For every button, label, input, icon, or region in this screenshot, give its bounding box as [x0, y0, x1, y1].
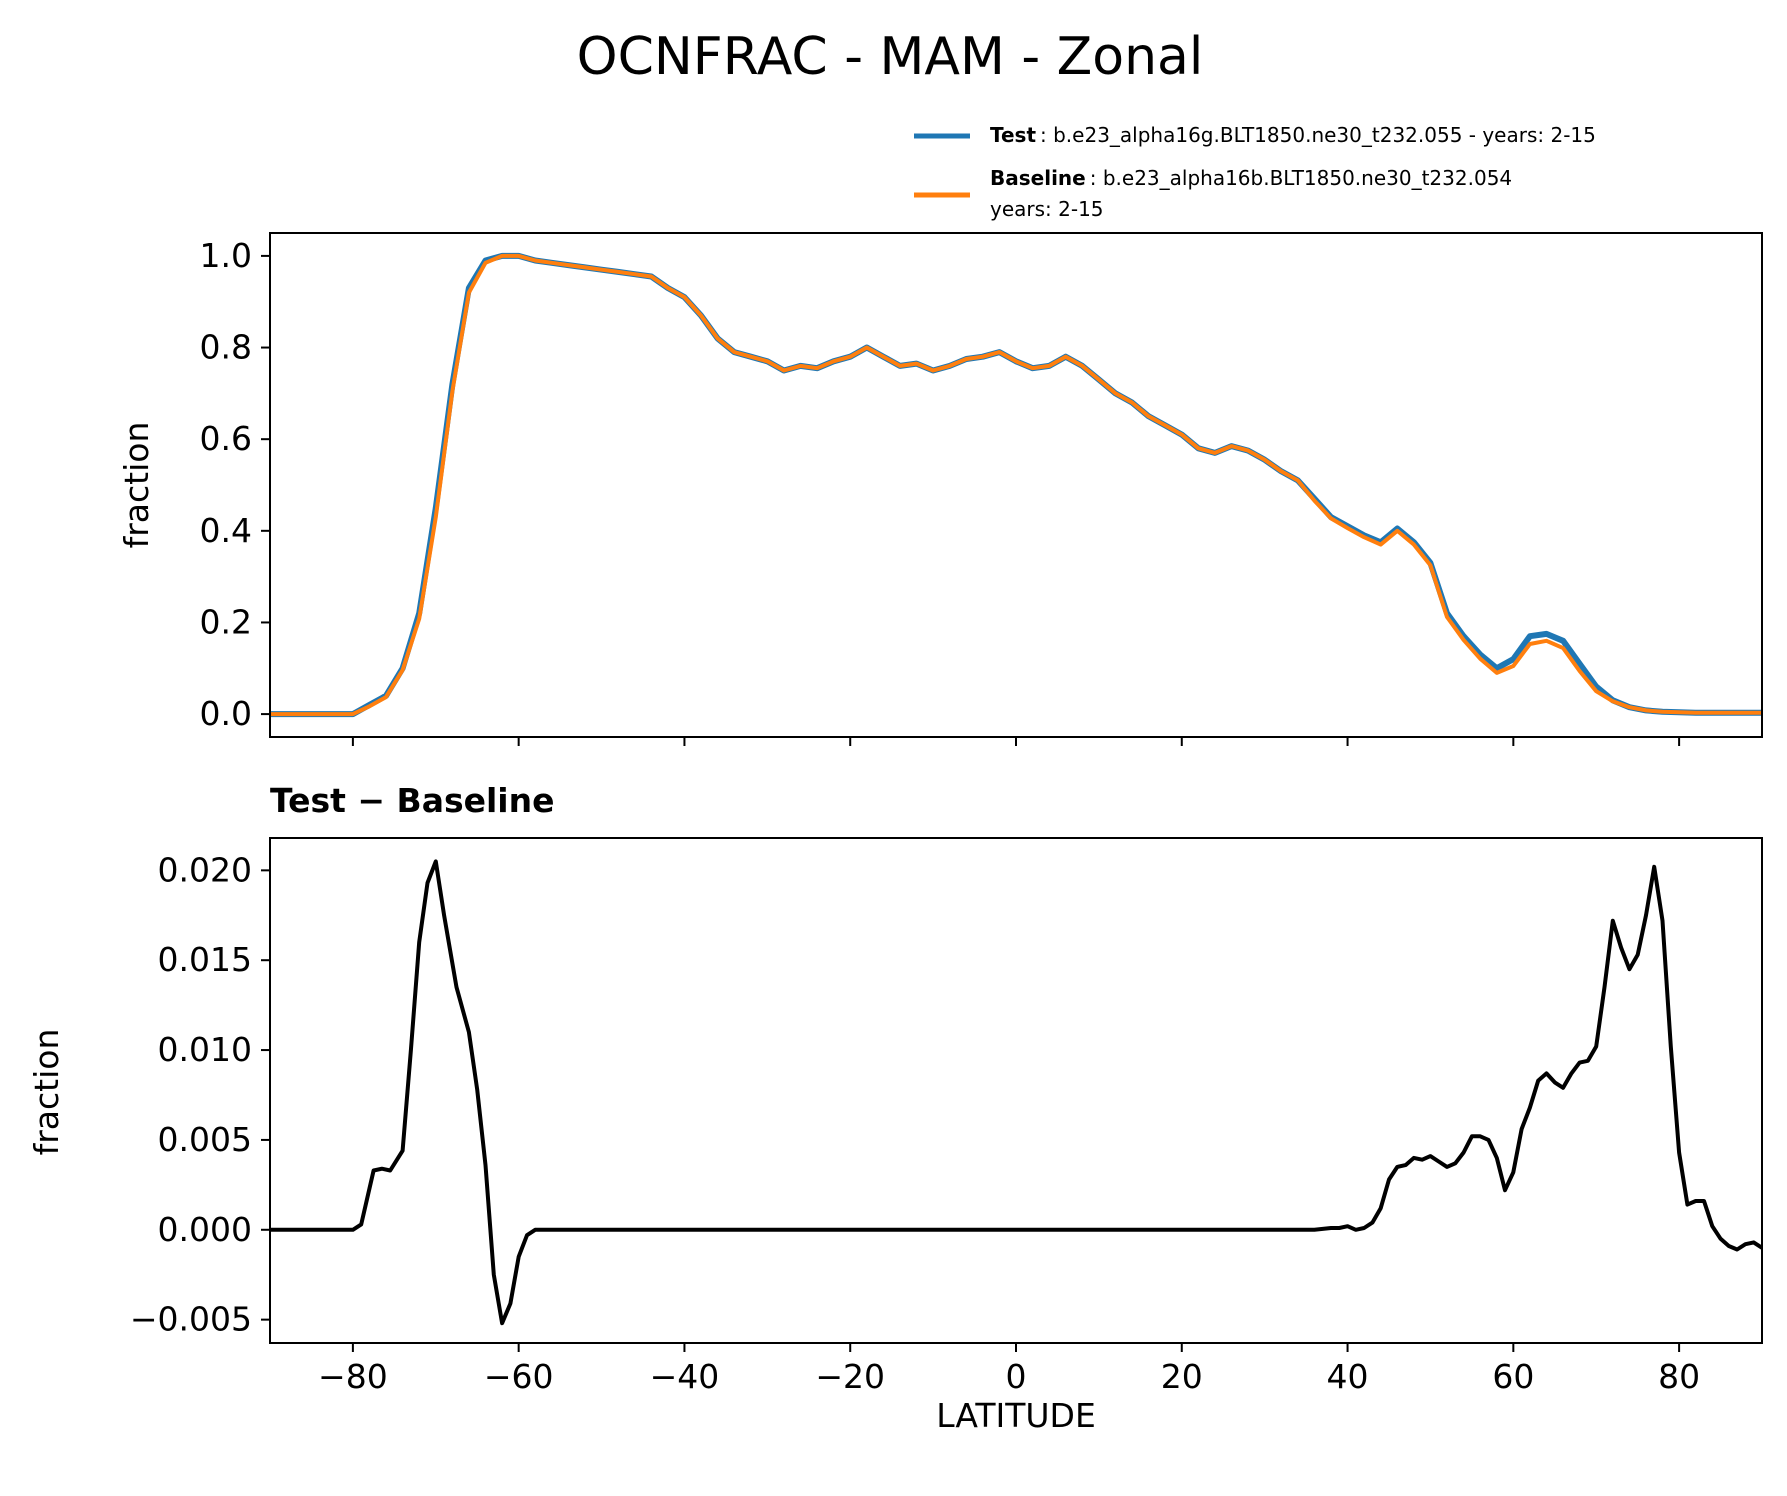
legend-baseline-entry: Baseline: b.e23_alpha16b.BLT1850.ne30_t2… [990, 166, 1512, 190]
chart-title: OCNFRAC - MAM - Zonal [577, 27, 1204, 87]
bottom-panel: Test − Baseline −0.005 0.000 0.005 0.010 0.0… [27, 781, 1764, 1435]
bottom-y-axis: −0.005 0.000 0.005 0.010 0.015 0.020 [130, 850, 270, 1339]
top-series-layer [270, 252, 1762, 718]
bottom-panel-title: Test − Baseline [270, 781, 555, 820]
bottom-x-tick-label: 0 [1006, 1357, 1027, 1396]
bottom-series-line-difference [270, 859, 1764, 1326]
top-y-axis-label: fraction [117, 422, 156, 549]
top-panel: 0.0 0.2 0.4 0.6 0.8 1.0 fraction [117, 232, 1763, 746]
legend-test-text: : b.e23_alpha16g.BLT1850.ne30_t232.055 -… [1040, 123, 1596, 147]
top-y-tick-label: 0.4 [200, 511, 252, 550]
bottom-x-tick-label: 40 [1327, 1357, 1369, 1396]
bottom-x-tick-label: 80 [1658, 1357, 1700, 1396]
legend: Test: b.e23_alpha16g.BLT1850.ne30_t232.0… [914, 123, 1596, 221]
top-series-line-baseline [270, 253, 1762, 717]
bottom-x-axis-label: LATITUDE [936, 1396, 1096, 1435]
top-x-axis [351, 737, 1681, 746]
legend-baseline-name: Baseline [990, 166, 1086, 190]
bottom-x-tick-label: 60 [1492, 1357, 1534, 1396]
bottom-x-axis: −80 −60 −40 −20 0 20 40 60 80 [318, 1343, 1700, 1396]
bottom-x-tick-label: 20 [1161, 1357, 1203, 1396]
legend-baseline-text: : b.e23_alpha16b.BLT1850.ne30_t232.054 [1090, 166, 1512, 190]
bottom-x-tick-label: −40 [650, 1357, 720, 1396]
top-y-tick-label: 0.2 [200, 602, 252, 641]
top-y-tick-label: 0.8 [200, 328, 252, 367]
bottom-x-tick-label: −80 [318, 1357, 388, 1396]
bottom-y-tick-label: 0.000 [158, 1210, 252, 1249]
bottom-y-tick-label: 0.015 [158, 940, 252, 979]
bottom-y-tick-label: 0.020 [158, 850, 252, 889]
bottom-series-layer [270, 859, 1764, 1326]
bottom-y-tick-label: 0.005 [158, 1120, 252, 1159]
legend-baseline-text-line2: years: 2-15 [990, 197, 1104, 221]
bottom-x-tick-label: −60 [484, 1357, 554, 1396]
top-y-tick-label: 0.6 [200, 419, 252, 458]
top-y-tick-label: 0.0 [200, 694, 252, 733]
bottom-y-tick-label: 0.010 [158, 1030, 252, 1069]
bottom-y-axis-label: fraction [27, 1029, 66, 1156]
top-y-axis: 0.0 0.2 0.4 0.6 0.8 1.0 [200, 236, 270, 733]
top-y-tick-label: 1.0 [200, 236, 252, 275]
legend-test-name: Test [990, 123, 1036, 147]
bottom-x-tick-label: −20 [815, 1357, 885, 1396]
legend-test-entry: Test: b.e23_alpha16g.BLT1850.ne30_t232.0… [990, 123, 1596, 147]
bottom-y-tick-label: −0.005 [130, 1300, 252, 1339]
